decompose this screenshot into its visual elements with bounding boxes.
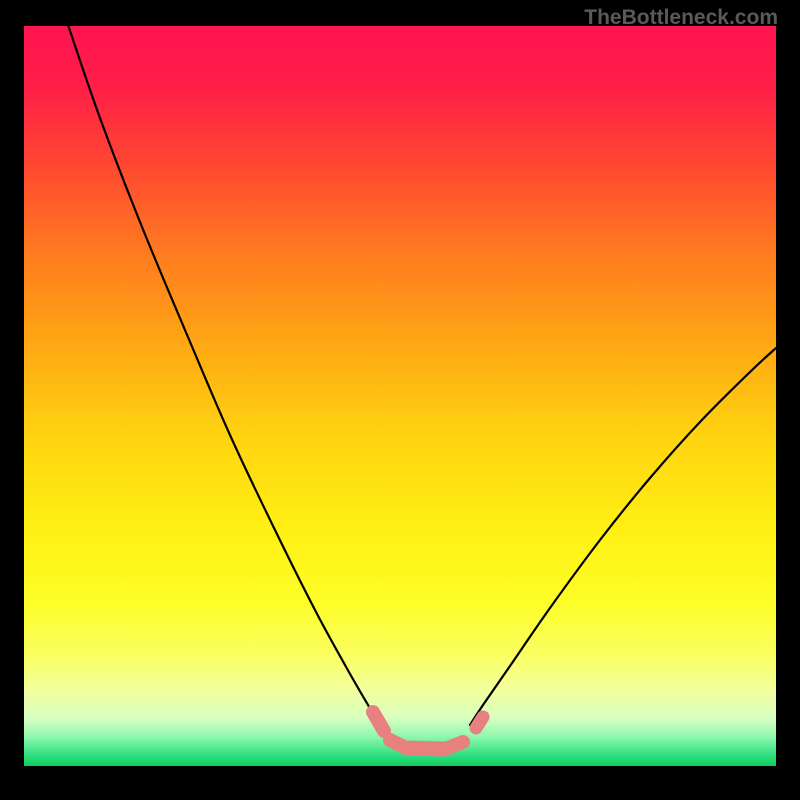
chart-curves [0, 0, 800, 800]
watermark-text: TheBottleneck.com [584, 6, 778, 30]
